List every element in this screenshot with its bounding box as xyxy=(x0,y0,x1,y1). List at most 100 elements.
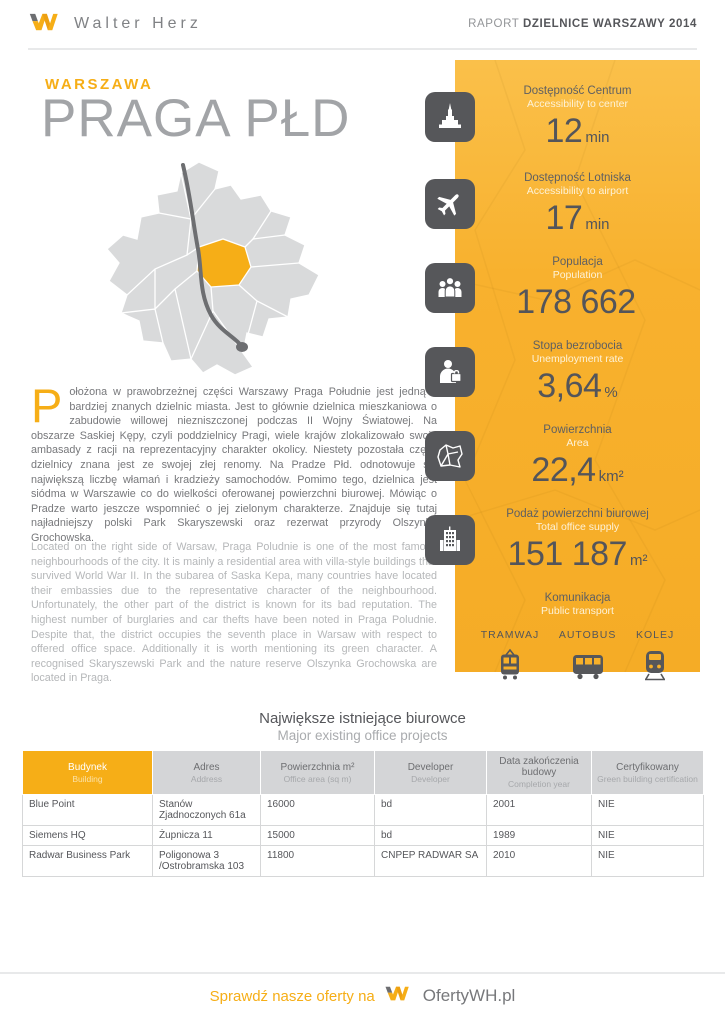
column-header-area: Powierzchnia m² Office area (sq m) xyxy=(260,750,375,795)
transport-section: Komunikacja Public transport TRAMWAJ xyxy=(455,582,700,687)
column-header-developer: Developer Developer xyxy=(374,750,487,795)
train-icon xyxy=(638,648,672,687)
mode-rail: KOLEJ xyxy=(636,629,674,687)
footer-cta: Sprawdź nasze oferty na xyxy=(209,987,375,1005)
stat-number: 22,4 xyxy=(531,450,596,489)
stat-value: 178 662 xyxy=(455,284,700,321)
city-center-icon xyxy=(425,92,475,142)
stat-label-pl: Dostępność Lotniska xyxy=(524,171,631,184)
polish-text: ołożona w prawobrzeżnej części Warszawy … xyxy=(31,386,437,544)
cell-building: Radwar Business Park xyxy=(22,845,153,877)
highlighted-district-praga-pld xyxy=(196,238,252,288)
mode-label: AUTOBUS xyxy=(558,629,617,641)
cell-area: 16000 xyxy=(260,794,375,826)
mode-bus: AUTOBUS xyxy=(559,629,617,687)
districts-map-icon xyxy=(425,431,475,481)
worker-icon xyxy=(425,347,475,397)
stat-population: Populacja Population 178 662 xyxy=(425,246,700,330)
stat-label-en: Total office supply xyxy=(535,520,620,533)
transport-modes: TRAMWAJ xyxy=(455,617,700,687)
cell-developer: bd xyxy=(374,825,487,846)
brand: Walter Herz xyxy=(28,11,202,38)
stat-unit: min xyxy=(585,128,610,146)
col-label-en: Building xyxy=(72,773,103,784)
stat-label-pl: Stopa bezrobocia xyxy=(532,339,623,352)
stat-airport-accessibility: Dostępność Lotniska Accessibility to air… xyxy=(425,162,700,246)
column-header-address: Adres Address xyxy=(152,750,261,795)
mode-tram: TRAMWAJ xyxy=(481,629,540,687)
people-icon xyxy=(425,263,475,313)
cell-area: 15000 xyxy=(260,825,375,846)
tram-icon xyxy=(493,648,527,687)
cell-address: Żupnicza 11 xyxy=(152,825,261,846)
stat-number: 3,64 xyxy=(537,366,602,405)
col-label-en: Completion year xyxy=(508,779,570,789)
footer-divider xyxy=(0,972,725,974)
stat-center-accessibility: Dostępność Centrum Accessibility to cent… xyxy=(425,72,700,162)
table-title-pl: Największe istniejące biurowce xyxy=(259,710,466,727)
cell-area: 11800 xyxy=(260,845,375,877)
bus-icon xyxy=(570,648,606,687)
table-row: Blue Point Stanów Zjadnoczonych 61a 1600… xyxy=(22,794,704,826)
table-row: Siemens HQ Żupnicza 11 15000 bd 1989 NIE xyxy=(22,825,704,846)
report-label: RAPORT xyxy=(468,18,524,30)
warsaw-districts-map xyxy=(95,158,335,378)
stat-label-en: Area xyxy=(566,436,589,449)
stat-unit: min xyxy=(585,215,610,233)
vistula-river-line xyxy=(181,163,245,351)
column-header-building: Budynek Building xyxy=(22,750,153,795)
stat-label-en: Population xyxy=(552,268,603,281)
table-header-row: Budynek Building Adres Address Powierzchni… xyxy=(22,750,704,795)
column-header-certification: Certyfikowany Green building certificatio… xyxy=(591,750,704,795)
col-label-pl: Powierzchnia m² xyxy=(280,761,355,773)
col-label-en: Address xyxy=(190,773,223,784)
column-header-completion: Data zakończenia budowy Completion year xyxy=(486,750,592,795)
stat-value: 17 min xyxy=(455,200,700,237)
transport-label-en: Public transport xyxy=(541,605,614,617)
airplane-icon xyxy=(425,179,475,229)
cell-completion: 1989 xyxy=(486,825,592,846)
walter-herz-logo-icon xyxy=(28,11,64,38)
mode-label: KOLEJ xyxy=(635,629,675,641)
cell-building: Blue Point xyxy=(22,794,153,826)
office-building-icon xyxy=(425,515,475,565)
stat-unit: km² xyxy=(598,467,624,485)
stat-unit: m² xyxy=(629,551,648,569)
cell-certification: NIE xyxy=(591,845,704,877)
stat-label-pl: Dostępność Centrum xyxy=(523,84,632,97)
col-label-pl: Budynek xyxy=(68,761,107,773)
cell-certification: NIE xyxy=(591,794,704,826)
cell-developer: bd xyxy=(374,794,487,826)
col-label-en: Developer xyxy=(411,773,450,784)
stat-unit: % xyxy=(604,383,618,401)
stats-list: Dostępność Centrum Accessibility to cent… xyxy=(425,60,700,687)
cell-building: Siemens HQ xyxy=(22,825,153,846)
stat-value: 151 187 m² xyxy=(455,536,700,573)
stat-office-supply: Podaż powierzchni biurowej Total office … xyxy=(425,498,700,582)
warsaw-map-icon xyxy=(106,161,320,376)
stat-label-pl: Powierzchnia xyxy=(543,423,612,436)
stat-label-en: Accessibility to center xyxy=(527,97,628,110)
brand-name: Walter Herz xyxy=(74,15,202,32)
cell-completion: 2001 xyxy=(486,794,592,826)
col-label-en: Office area (sq m) xyxy=(283,773,352,784)
stat-label-en: Unemployment rate xyxy=(531,352,624,365)
oferty-wh-logo-icon xyxy=(384,984,414,1008)
stat-unemployment: Stopa bezrobocia Unemployment rate 3,64% xyxy=(425,330,700,414)
page-header: Walter Herz RAPORT DZIELNICE WARSZAWY 20… xyxy=(28,0,697,50)
cell-completion: 2010 xyxy=(486,845,592,877)
panel-watermark xyxy=(455,60,700,672)
table-title-en: Major existing office projects xyxy=(277,728,448,743)
footer-site-link[interactable]: OfertyWH.pl xyxy=(422,986,516,1005)
english-description: Located on the right side of Warsaw, Pra… xyxy=(31,541,437,685)
city-label: WARSZAWA xyxy=(45,76,154,93)
page-footer: Sprawdź nasze oferty na OfertyWH.pl xyxy=(0,984,725,1008)
stat-label-en: Accessibility to airport xyxy=(526,184,629,197)
cell-address: Stanów Zjadnoczonych 61a xyxy=(152,794,261,826)
cell-address: Poligonowa 3 /Ostrobramska 103 xyxy=(152,845,261,877)
transport-label-pl: Komunikacja xyxy=(544,592,611,604)
col-label-pl: Adres xyxy=(193,761,220,773)
stat-label-pl: Populacja xyxy=(552,255,603,268)
